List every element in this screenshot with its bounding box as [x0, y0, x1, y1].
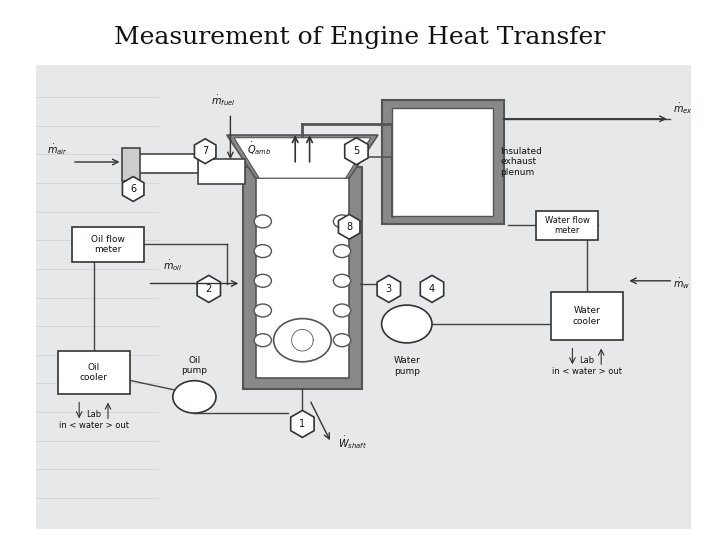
Text: 2: 2: [206, 284, 212, 294]
FancyBboxPatch shape: [243, 167, 362, 389]
FancyBboxPatch shape: [137, 154, 198, 173]
FancyBboxPatch shape: [58, 351, 130, 394]
Text: $\dot{W}_{shaft}$: $\dot{W}_{shaft}$: [338, 434, 367, 451]
Polygon shape: [122, 177, 144, 201]
Text: $\dot{Q}_{amb}$: $\dot{Q}_{amb}$: [247, 140, 271, 157]
Text: $\dot{m}_{ex}$: $\dot{m}_{ex}$: [673, 101, 693, 116]
Text: 6: 6: [130, 184, 136, 194]
Polygon shape: [227, 135, 378, 178]
Text: Lab
in < water > out: Lab in < water > out: [552, 356, 622, 376]
Polygon shape: [194, 139, 216, 164]
FancyBboxPatch shape: [536, 211, 598, 240]
Text: $\dot{m}_{air}$: $\dot{m}_{air}$: [48, 141, 68, 157]
Circle shape: [254, 245, 271, 258]
FancyBboxPatch shape: [198, 159, 245, 184]
Text: Insulated
exhaust
plenum: Insulated exhaust plenum: [500, 147, 542, 177]
Circle shape: [382, 305, 432, 343]
Circle shape: [333, 274, 351, 287]
FancyBboxPatch shape: [36, 65, 691, 529]
FancyBboxPatch shape: [122, 148, 140, 181]
FancyBboxPatch shape: [72, 227, 144, 262]
Text: 1: 1: [300, 419, 305, 429]
Text: Water
cooler: Water cooler: [573, 306, 600, 326]
Text: Oil
cooler: Oil cooler: [80, 363, 107, 382]
Circle shape: [254, 334, 271, 347]
Text: Lab
in < water > out: Lab in < water > out: [58, 410, 129, 430]
Circle shape: [254, 274, 271, 287]
Circle shape: [333, 304, 351, 317]
Polygon shape: [291, 410, 314, 437]
Polygon shape: [234, 138, 371, 178]
Text: Oil
pump: Oil pump: [181, 356, 207, 375]
Circle shape: [333, 245, 351, 258]
FancyBboxPatch shape: [551, 292, 623, 340]
FancyBboxPatch shape: [256, 178, 349, 378]
Text: Water
pump: Water pump: [393, 356, 420, 376]
FancyBboxPatch shape: [392, 108, 493, 216]
Text: 3: 3: [386, 284, 392, 294]
Text: Water flow
meter: Water flow meter: [544, 216, 590, 235]
Text: $\dot{m}_{oil}$: $\dot{m}_{oil}$: [163, 258, 183, 273]
Circle shape: [333, 334, 351, 347]
Polygon shape: [338, 214, 360, 239]
Text: $\dot{m}_{w}$: $\dot{m}_{w}$: [673, 276, 690, 291]
Polygon shape: [197, 275, 220, 302]
Text: Measurement of Engine Heat Transfer: Measurement of Engine Heat Transfer: [114, 26, 606, 49]
Circle shape: [333, 215, 351, 228]
Polygon shape: [345, 138, 368, 165]
Text: 4: 4: [429, 284, 435, 294]
Text: $\dot{m}_{fuel}$: $\dot{m}_{fuel}$: [211, 93, 235, 108]
Circle shape: [254, 215, 271, 228]
Text: 5: 5: [354, 146, 359, 156]
Text: 8: 8: [346, 222, 352, 232]
Circle shape: [254, 304, 271, 317]
Polygon shape: [377, 275, 400, 302]
Circle shape: [274, 319, 331, 362]
Text: 7: 7: [202, 146, 208, 156]
FancyBboxPatch shape: [382, 100, 504, 224]
Circle shape: [173, 381, 216, 413]
Polygon shape: [420, 275, 444, 302]
Text: Oil flow
meter: Oil flow meter: [91, 235, 125, 254]
